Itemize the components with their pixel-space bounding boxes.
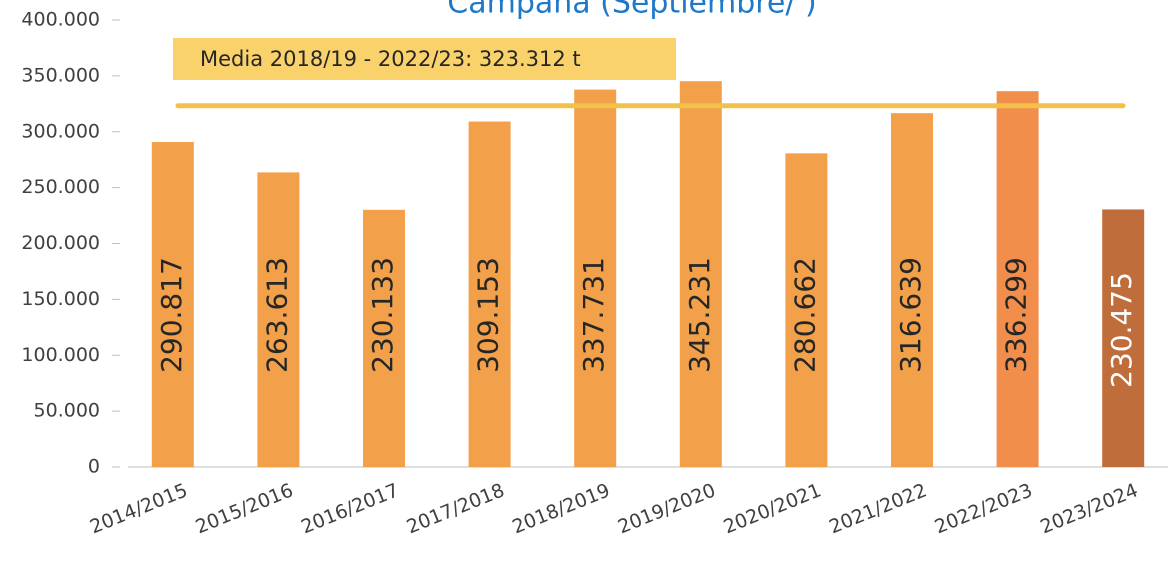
value-label: 230.133 [366,257,399,373]
value-label: 280.662 [788,257,821,373]
value-label: 336.299 [1000,257,1033,373]
bar [574,89,617,468]
x-tick-label: 2021/2022 [826,479,930,538]
bar [679,81,722,468]
value-label: 345.231 [683,257,716,373]
x-tick-label: 2020/2021 [720,479,824,538]
bar [363,209,405,468]
chart-title: Campaña (Septiembre/ ) [447,0,816,21]
bar [1102,209,1145,467]
y-tick-label: 250.000 [21,176,100,198]
value-label: 337.731 [577,257,610,373]
x-tick-label: 2018/2019 [509,479,613,538]
value-label: 316.639 [894,257,927,373]
x-tick-label: 2019/2020 [615,479,719,538]
x-tick-label: 2016/2017 [298,479,402,538]
y-tick-label: 350.000 [21,64,100,86]
y-tick-label: 50.000 [34,400,100,422]
value-label: 290.817 [155,257,188,373]
x-tick-label: 2015/2016 [192,479,296,538]
bar [468,121,511,468]
bar [996,91,1039,468]
x-tick-label: 2023/2024 [1037,479,1141,538]
x-tick-label: 2017/2018 [404,479,508,538]
y-tick-label: 400.000 [21,9,100,31]
reference-label-box [173,38,676,80]
bar [785,153,828,467]
value-label: 263.613 [260,257,293,373]
y-tick-label: 150.000 [21,288,100,310]
y-tick-label: 0 [88,456,100,478]
bar [257,172,300,467]
x-tick-label: 2014/2015 [87,479,191,538]
bar [891,113,933,467]
value-label: 309.153 [472,257,505,373]
reference-label: Media 2018/19 - 2022/23: 323.312 t [200,47,581,71]
y-tick-label: 200.000 [21,232,100,254]
y-tick-label: 300.000 [21,120,100,142]
bar [151,142,194,467]
value-label: 230.475 [1105,272,1138,388]
y-tick-label: 100.000 [21,344,100,366]
x-tick-label: 2022/2023 [932,479,1036,538]
